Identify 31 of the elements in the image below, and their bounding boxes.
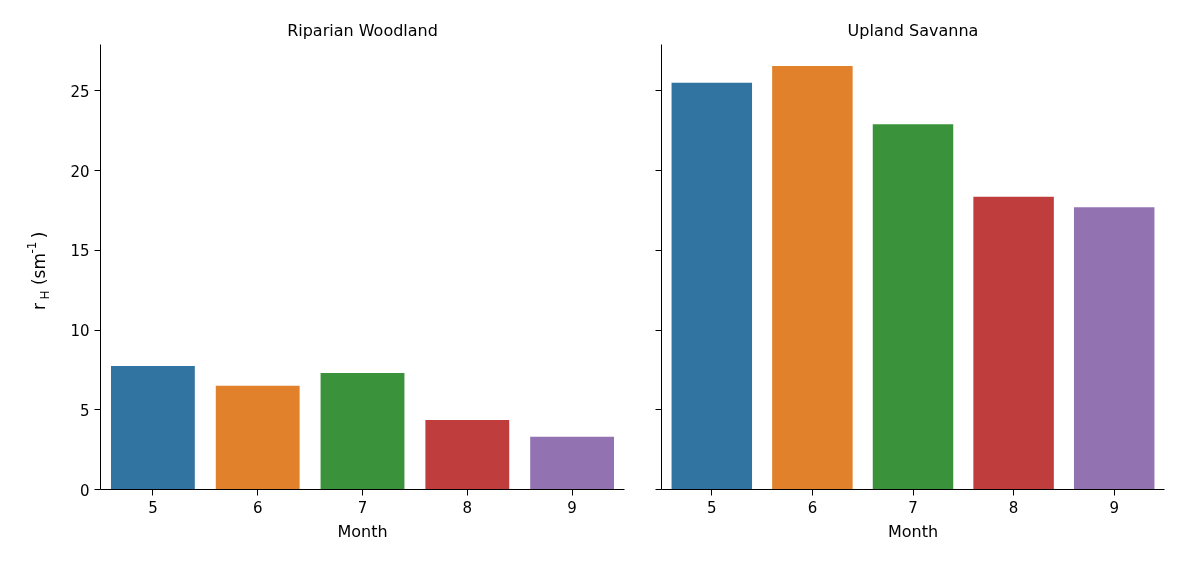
bar	[425, 420, 510, 490]
y-axis-title: rH (sm-1)	[25, 231, 52, 311]
x-tick-label: 5	[148, 498, 158, 517]
x-axis-title: Month	[887, 521, 939, 541]
x-tick-label: 7	[908, 498, 918, 517]
chart-title: Upland Savanna	[847, 20, 979, 40]
x-tick-label: 9	[1109, 498, 1119, 517]
bar	[530, 436, 615, 490]
bar	[320, 373, 405, 490]
y-tick-label: 0	[79, 481, 90, 500]
x-tick-label: 6	[807, 498, 818, 517]
y-tick-label: 15	[70, 242, 90, 261]
x-tick-label: 8	[1008, 498, 1019, 517]
x-tick-label: 5	[707, 498, 717, 517]
y-tick-label: 25	[70, 82, 90, 101]
bar	[110, 365, 195, 490]
bar	[772, 66, 853, 490]
bar	[215, 385, 300, 490]
x-tick-label: 8	[462, 498, 473, 517]
x-tick-label: 7	[357, 498, 368, 517]
bar	[671, 82, 753, 490]
x-tick-label: 9	[567, 498, 577, 517]
bar	[973, 196, 1054, 490]
y-tick-label: 5	[79, 401, 90, 420]
y-tick-label: 10	[70, 322, 90, 340]
x-tick-label: 6	[252, 498, 263, 517]
bar	[1073, 207, 1155, 490]
bar	[872, 124, 954, 490]
y-tick-label: 20	[70, 162, 90, 181]
chart-title: Riparian Woodland	[287, 20, 438, 40]
x-axis-title: Month	[337, 521, 388, 541]
